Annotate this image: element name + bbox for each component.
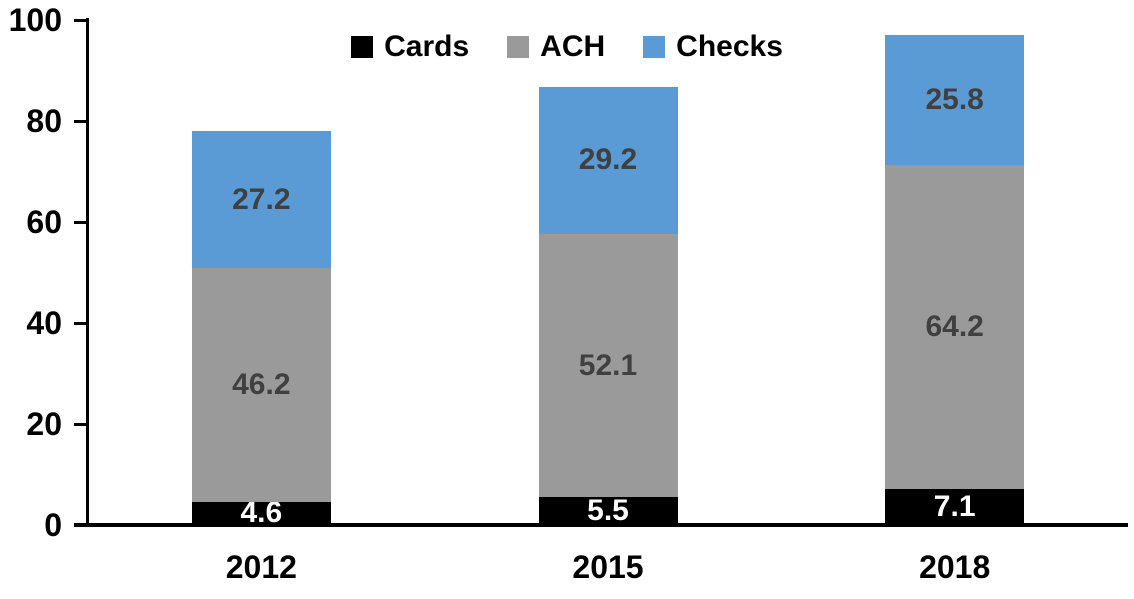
y-tick-label: 0 [44, 507, 62, 543]
bar-value-label: 46.2 [232, 368, 291, 402]
legend-item-ach: ACH [507, 31, 605, 63]
category-label-2015: 2015 [572, 549, 644, 585]
bar-segment-cards-2015: 5.5 [538, 494, 678, 528]
legend-item-cards: Cards [351, 31, 469, 63]
bar-value-label: 29.2 [578, 143, 638, 177]
legend-label-cards: Cards [384, 30, 470, 63]
category-label-2012: 2012 [225, 549, 297, 585]
legend-swatch-ach-icon [507, 36, 530, 58]
y-tick-mark [74, 18, 88, 22]
bar-segment-ach-2012: 46.2 [191, 268, 331, 502]
bar-segment-checks-2018: 25.8 [885, 34, 1025, 165]
y-tick-label: 40 [26, 305, 62, 341]
legend-swatch-checks-icon [643, 36, 666, 58]
bar-segment-checks-2015: 29.2 [538, 86, 678, 235]
chart-legend: Cards ACH Checks [0, 31, 1134, 63]
y-tick-mark [74, 321, 88, 325]
bar-segment-ach-2015: 52.1 [538, 234, 678, 498]
bar-value-label: 52.1 [578, 348, 638, 382]
y-tick-label: 100 [8, 2, 62, 38]
bar-value-label: 27.2 [232, 182, 291, 216]
y-tick-label: 80 [26, 103, 62, 139]
bar-value-label: 4.6 [240, 496, 283, 530]
x-axis-line [74, 523, 1128, 527]
legend-swatch-cards-icon [351, 36, 374, 58]
y-tick-mark [74, 523, 88, 527]
legend-item-checks: Checks [643, 31, 783, 63]
bar-value-label: 5.5 [587, 494, 629, 528]
bar-segment-checks-2012: 27.2 [191, 131, 331, 269]
bar-value-label: 7.1 [933, 490, 976, 524]
category-label-2018: 2018 [919, 549, 991, 585]
y-tick-mark [74, 220, 88, 224]
y-tick-mark [74, 119, 88, 123]
y-tick-mark [74, 422, 88, 426]
bar-segment-ach-2018: 64.2 [885, 164, 1025, 490]
bar-segment-cards-2018: 7.1 [885, 489, 1025, 525]
bar-segment-cards-2012: 4.6 [191, 498, 331, 528]
y-tick-label: 60 [26, 204, 62, 240]
y-tick-label: 20 [26, 406, 62, 442]
legend-label-ach: ACH [540, 30, 606, 63]
y-axis-line [86, 18, 89, 527]
bar-value-label: 25.8 [925, 82, 984, 116]
bar-value-label: 64.2 [925, 310, 984, 344]
legend-label-checks: Checks [676, 30, 783, 63]
